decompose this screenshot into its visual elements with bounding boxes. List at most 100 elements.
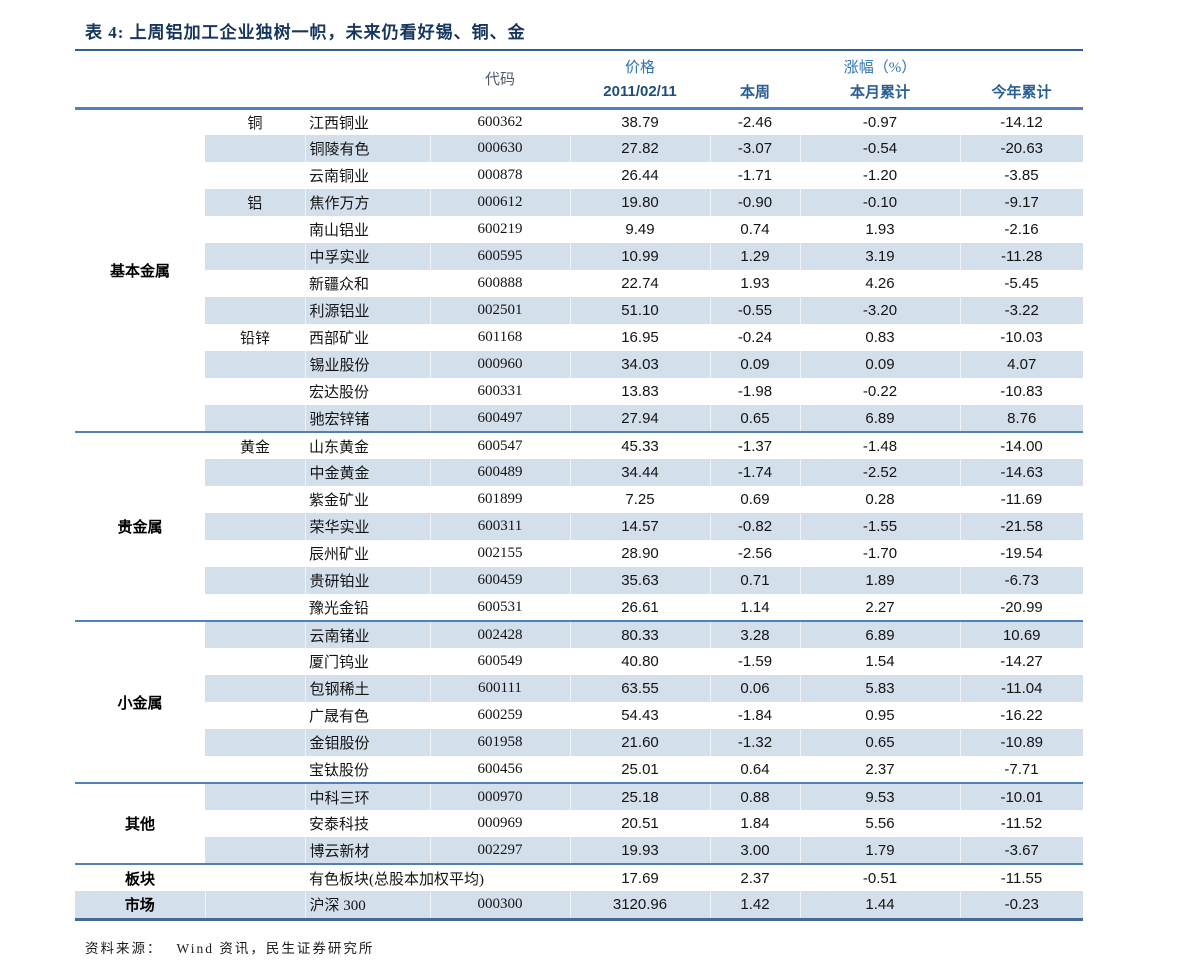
table-row: 市场 沪深 300 000300 3120.96 1.42 1.44 -0.23 bbox=[75, 891, 1083, 918]
table-row: 贵金属 黄金 山东黄金 600547 45.33 -1.37 -1.48 -14.00 bbox=[75, 431, 1083, 621]
year-change-cell: 8.76 bbox=[959, 405, 1083, 432]
week-change-cell: 0.74 bbox=[740, 221, 770, 238]
stock-code-cell: 000878 bbox=[477, 167, 523, 183]
stock-name-cell: 金钼股份 bbox=[304, 729, 430, 756]
week-change-cell: -2.56 bbox=[737, 545, 773, 562]
category-cell: 小金属 bbox=[75, 620, 205, 783]
price-cell: 80.33 bbox=[569, 620, 710, 648]
stock-code-cell: 002501 bbox=[429, 297, 570, 324]
header-spacer bbox=[75, 77, 430, 110]
stock-name-cell: 利源铝业 bbox=[304, 297, 430, 324]
stock-code-cell: 002297 bbox=[429, 837, 570, 864]
price-cell: 20.51 bbox=[621, 815, 659, 832]
table-row: 中孚实业 600595 10.99 1.29 3.19 -11.28 bbox=[75, 243, 1083, 270]
stock-name-cell: 铜陵有色 bbox=[304, 135, 430, 162]
stock-code-cell: 600362 bbox=[477, 113, 523, 130]
stock-name-cell: 江西铜业 bbox=[309, 115, 370, 132]
subcategory-cell bbox=[205, 297, 305, 324]
stock-name-cell: 广晟有色 bbox=[309, 709, 370, 725]
year-change-cell: -14.12 bbox=[1000, 113, 1043, 131]
subcategory-cell bbox=[205, 351, 305, 378]
table-row: 豫光金铅 600531 26.61 1.14 2.27 -20.99 bbox=[75, 594, 1083, 621]
header-month-cum: 本月累计 bbox=[800, 77, 960, 110]
table-row: 利源铝业 002501 51.10 -0.55 -3.20 -3.22 bbox=[75, 297, 1083, 324]
week-change-cell: -0.24 bbox=[737, 329, 773, 346]
month-change-cell: -0.22 bbox=[862, 383, 898, 400]
stock-name-cell: 锡业股份 bbox=[304, 351, 430, 378]
month-change-cell: 5.83 bbox=[799, 675, 960, 702]
header-price-date: 2011/02/11 bbox=[570, 77, 710, 110]
table-row: 新疆众和 600888 22.74 1.93 4.26 -5.45 bbox=[75, 270, 1083, 297]
header-spacer bbox=[75, 51, 430, 77]
stock-name-cell: 西部矿业 bbox=[309, 331, 370, 347]
price-cell: 3120.96 bbox=[569, 891, 710, 918]
source-note: 资料来源： Wind 资讯，民生证券研究所 bbox=[85, 937, 1083, 957]
week-change-cell: 0.09 bbox=[709, 351, 800, 378]
price-cell: 25.18 bbox=[569, 782, 710, 810]
subcategory-cell: 铜 bbox=[247, 115, 263, 132]
category-cell: 基本金属 bbox=[109, 262, 170, 280]
subcategory-cell: 铅锌 bbox=[239, 331, 270, 347]
subcategory-cell bbox=[205, 702, 305, 729]
table-row: 南山铝业 600219 9.49 0.74 1.93 -2.16 bbox=[75, 216, 1083, 243]
month-change-cell: 0.83 bbox=[865, 329, 895, 346]
year-change-cell: -11.55 bbox=[960, 863, 1083, 891]
subcategory-cell bbox=[205, 567, 305, 594]
stock-name-cell: 新疆众和 bbox=[309, 277, 370, 293]
stock-code-cell: 600547 bbox=[430, 431, 570, 459]
month-change-cell: 2.27 bbox=[865, 598, 895, 616]
month-change-cell: -0.97 bbox=[862, 113, 898, 131]
subcategory-cell bbox=[205, 810, 305, 837]
week-change-cell: 3.28 bbox=[709, 620, 800, 648]
table-row: 广晟有色 600259 54.43 -1.84 0.95 -16.22 bbox=[75, 702, 1083, 729]
week-change-cell: 1.84 bbox=[740, 815, 770, 832]
stock-name-cell: 荣华实业 bbox=[304, 513, 430, 540]
month-change-cell: -2.52 bbox=[799, 459, 960, 486]
table-row: 云南铜业 000878 26.44 -1.71 -1.20 -3.85 bbox=[75, 162, 1083, 189]
year-change-cell: -11.69 bbox=[1000, 491, 1043, 508]
month-change-cell: 6.89 bbox=[799, 620, 960, 648]
table-row: 铜陵有色 000630 27.82 -3.07 -0.54 -20.63 bbox=[75, 135, 1083, 162]
header-spacer bbox=[710, 51, 800, 77]
stock-code-cell: 000630 bbox=[429, 135, 570, 162]
year-change-cell: -14.27 bbox=[1000, 653, 1043, 670]
price-cell: 34.03 bbox=[569, 351, 710, 378]
header-year-cum: 今年累计 bbox=[960, 77, 1083, 110]
subcategory-cell bbox=[205, 135, 305, 162]
month-change-cell: -0.51 bbox=[800, 863, 960, 891]
stock-name-cell: 驰宏锌锗 bbox=[304, 405, 430, 432]
year-change-cell: -10.89 bbox=[959, 729, 1083, 756]
table-row: 安泰科技 000969 20.51 1.84 5.56 -11.52 bbox=[75, 810, 1083, 837]
stock-code-cell: 600459 bbox=[429, 567, 570, 594]
price-cell: 19.93 bbox=[569, 837, 710, 864]
table-row: 包钢稀土 600111 63.55 0.06 5.83 -11.04 bbox=[75, 675, 1083, 702]
month-change-cell: 1.79 bbox=[799, 837, 960, 864]
subcategory-cell bbox=[205, 513, 305, 540]
price-cell: 26.61 bbox=[621, 598, 659, 616]
stock-name-cell: 贵研铂业 bbox=[304, 567, 430, 594]
month-change-cell: 1.44 bbox=[799, 891, 960, 918]
year-change-cell: -20.99 bbox=[1000, 598, 1043, 616]
year-change-cell: 4.07 bbox=[959, 351, 1083, 378]
year-change-cell: -6.73 bbox=[959, 567, 1083, 594]
stock-name-cell: 沪深 300 bbox=[304, 891, 430, 918]
month-change-cell: -1.55 bbox=[799, 513, 960, 540]
month-change-cell: 0.28 bbox=[865, 491, 895, 508]
stock-code-cell: 600219 bbox=[477, 221, 523, 237]
subcategory-cell bbox=[205, 756, 305, 783]
year-change-cell: -2.16 bbox=[1004, 221, 1039, 238]
stock-code-cell: 600531 bbox=[477, 598, 523, 615]
stock-name-cell: 宝钛股份 bbox=[309, 762, 370, 779]
subcategory-cell bbox=[205, 270, 305, 297]
stock-code-cell: 000960 bbox=[429, 351, 570, 378]
month-change-cell: 4.26 bbox=[865, 275, 895, 292]
category-cell: 市场 bbox=[75, 891, 205, 918]
subcategory-cell bbox=[205, 459, 305, 486]
month-change-cell: -0.10 bbox=[799, 189, 960, 216]
year-change-cell: -16.22 bbox=[1000, 707, 1043, 724]
week-change-cell: -1.59 bbox=[737, 653, 773, 670]
month-change-cell: -1.48 bbox=[800, 431, 960, 459]
month-change-cell: 0.95 bbox=[865, 707, 895, 724]
stock-name-cell: 辰州矿业 bbox=[309, 547, 370, 563]
week-change-cell: 3.00 bbox=[709, 837, 800, 864]
